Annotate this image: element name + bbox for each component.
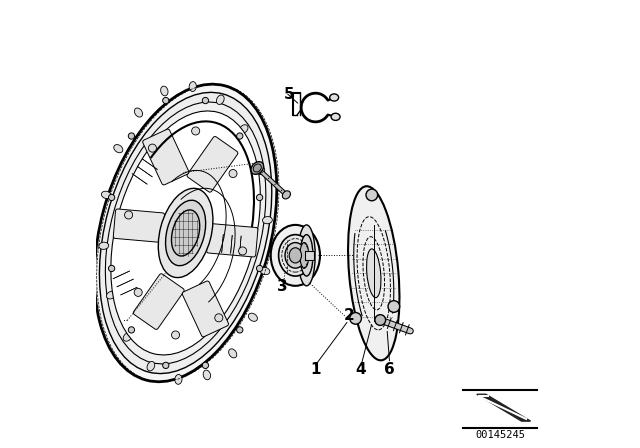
Ellipse shape — [202, 97, 209, 103]
Ellipse shape — [271, 225, 320, 286]
Ellipse shape — [298, 225, 315, 286]
Ellipse shape — [147, 362, 155, 371]
Ellipse shape — [163, 362, 169, 369]
Ellipse shape — [330, 94, 339, 101]
Ellipse shape — [239, 125, 248, 134]
Text: 6: 6 — [384, 362, 395, 377]
Ellipse shape — [251, 162, 264, 174]
Ellipse shape — [203, 370, 211, 380]
Ellipse shape — [108, 265, 115, 271]
Ellipse shape — [166, 200, 205, 266]
Ellipse shape — [99, 242, 109, 250]
Ellipse shape — [331, 113, 340, 121]
Ellipse shape — [375, 314, 386, 325]
FancyBboxPatch shape — [207, 224, 258, 257]
Ellipse shape — [134, 289, 142, 297]
Ellipse shape — [124, 332, 132, 341]
Ellipse shape — [289, 248, 301, 263]
Ellipse shape — [108, 194, 115, 201]
Ellipse shape — [300, 235, 313, 276]
Polygon shape — [477, 394, 531, 421]
Ellipse shape — [172, 331, 180, 339]
Ellipse shape — [237, 327, 243, 333]
Ellipse shape — [216, 95, 224, 104]
Polygon shape — [305, 251, 314, 260]
Ellipse shape — [367, 249, 381, 297]
Ellipse shape — [114, 145, 123, 153]
Ellipse shape — [191, 127, 200, 135]
Ellipse shape — [255, 167, 265, 175]
Ellipse shape — [101, 191, 111, 198]
FancyBboxPatch shape — [133, 274, 184, 329]
FancyBboxPatch shape — [143, 129, 189, 185]
Ellipse shape — [257, 265, 263, 271]
Ellipse shape — [163, 97, 169, 103]
Ellipse shape — [106, 291, 116, 299]
FancyBboxPatch shape — [182, 281, 228, 337]
Ellipse shape — [106, 102, 266, 364]
Ellipse shape — [260, 267, 270, 275]
Ellipse shape — [158, 188, 213, 278]
Ellipse shape — [239, 247, 246, 255]
Ellipse shape — [285, 242, 306, 268]
Ellipse shape — [228, 349, 237, 358]
FancyBboxPatch shape — [113, 209, 164, 242]
Ellipse shape — [175, 375, 182, 384]
Ellipse shape — [128, 327, 134, 333]
Ellipse shape — [215, 314, 223, 322]
Ellipse shape — [99, 92, 272, 374]
Ellipse shape — [229, 169, 237, 177]
Ellipse shape — [350, 313, 362, 324]
Ellipse shape — [262, 216, 273, 224]
Text: 2: 2 — [344, 308, 355, 323]
Text: 3: 3 — [276, 279, 287, 294]
Ellipse shape — [189, 82, 196, 91]
Ellipse shape — [111, 111, 260, 355]
FancyBboxPatch shape — [187, 137, 238, 192]
Ellipse shape — [237, 133, 243, 139]
Text: 4: 4 — [355, 362, 365, 377]
Text: 5: 5 — [284, 86, 294, 102]
Ellipse shape — [148, 144, 156, 152]
Ellipse shape — [348, 186, 399, 360]
Text: 00145245: 00145245 — [475, 431, 525, 440]
Ellipse shape — [95, 84, 276, 382]
Ellipse shape — [134, 108, 143, 117]
Ellipse shape — [278, 235, 312, 276]
Ellipse shape — [161, 86, 168, 96]
Ellipse shape — [125, 211, 132, 219]
Ellipse shape — [282, 191, 291, 199]
Ellipse shape — [388, 301, 400, 312]
Ellipse shape — [257, 194, 263, 201]
Ellipse shape — [202, 362, 209, 369]
Ellipse shape — [366, 189, 378, 201]
Ellipse shape — [253, 164, 261, 172]
Text: 1: 1 — [310, 362, 321, 377]
Ellipse shape — [300, 242, 308, 268]
Ellipse shape — [172, 210, 200, 256]
Ellipse shape — [248, 313, 257, 321]
Ellipse shape — [128, 133, 134, 139]
